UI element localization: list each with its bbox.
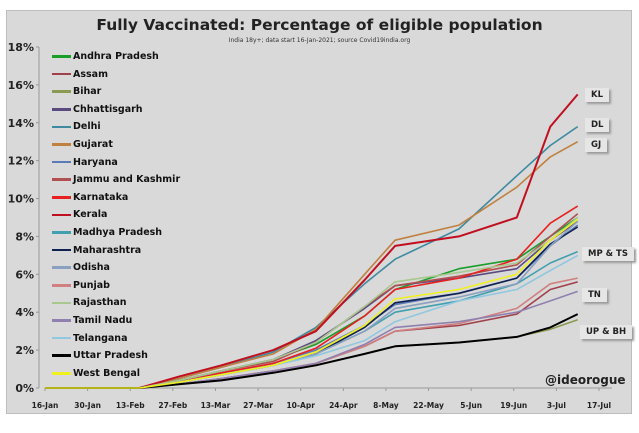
- series-line-west-bengal: [45, 218, 579, 389]
- legend-item: Tamil Nadu: [52, 315, 132, 326]
- legend-item: Madhya Pradesh: [52, 227, 162, 238]
- y-tick-label: 4%: [15, 306, 34, 319]
- legend-swatch: [52, 248, 71, 252]
- legend-swatch: [52, 266, 71, 269]
- x-tick-label: 13-Mar: [201, 401, 231, 410]
- legend-label: Delhi: [73, 121, 101, 133]
- legend-item: Andhra Pradesh: [52, 51, 159, 62]
- x-tick-label: 16-Jan: [32, 401, 59, 410]
- legend-label: Madhya Pradesh: [73, 227, 163, 238]
- annotation-gj: GJ: [585, 138, 608, 152]
- legend-item: Odisha: [52, 262, 110, 273]
- y-tick-label: 10%: [8, 193, 34, 206]
- legend-item: Uttar Pradesh: [52, 350, 148, 361]
- legend-label: Maharashtra: [73, 244, 142, 256]
- x-tick-label: 10-Apr: [286, 401, 315, 410]
- x-tick-label: 3-Jul: [547, 401, 566, 410]
- series-line-kerala: [45, 93, 579, 389]
- annotation-tn: TN: [582, 288, 607, 302]
- annotation-up-bh: UP & BH: [580, 325, 633, 339]
- series-line-delhi: [45, 125, 579, 389]
- x-tick-label: 27-Feb: [158, 401, 187, 410]
- series-line-uttar-pradesh: [45, 313, 579, 389]
- y-tick-label: 2%: [15, 344, 34, 357]
- legend-item: Chhattisgarh: [52, 104, 143, 115]
- y-tick-label: 16%: [8, 79, 34, 92]
- y-tick-label: 0%: [15, 382, 34, 395]
- x-tick-label: 24-Apr: [329, 401, 358, 410]
- legend-swatch: [52, 213, 71, 217]
- legend-swatch: [52, 336, 71, 340]
- legend-item: Bihar: [52, 86, 101, 97]
- legend-label: Uttar Pradesh: [73, 350, 148, 362]
- legend-item: Kerala: [52, 209, 107, 220]
- annotation-dl: DL: [585, 118, 610, 132]
- legend-item: Karnataka: [52, 192, 128, 203]
- legend-item: Haryana: [52, 157, 118, 168]
- y-tick-label: 18%: [8, 41, 34, 54]
- legend-swatch: [52, 354, 71, 357]
- x-tick-label: 27-Mar: [243, 401, 273, 410]
- legend-label: Tamil Nadu: [73, 315, 133, 326]
- legend-item: Gujarat: [52, 139, 113, 150]
- legend-label: Chhattisgarh: [73, 103, 143, 115]
- x-tick-label: 17-Jul: [587, 401, 611, 410]
- y-tick-label: 6%: [15, 268, 34, 281]
- legend-label: Gujarat: [73, 139, 113, 150]
- legend-label: Andhra Pradesh: [73, 51, 159, 62]
- legend-label: Telangana: [73, 332, 128, 344]
- y-tick-label: 12%: [8, 155, 34, 168]
- legend-swatch: [52, 196, 71, 199]
- annotation-mp-ts: MP & TS: [582, 247, 634, 261]
- legend-label: Bihar: [73, 86, 102, 98]
- legend-swatch: [52, 160, 71, 164]
- legend-swatch: [52, 125, 71, 129]
- legend-item: Rajasthan: [52, 297, 127, 308]
- legend-swatch: [52, 284, 71, 287]
- annotation-kl: KL: [585, 88, 610, 102]
- legend-label: Assam: [73, 68, 108, 80]
- y-tick-label: 8%: [15, 230, 34, 243]
- credit: @ideorogue: [545, 373, 626, 387]
- chart-subtitle: India 18y+; data start 16-Jan-2021; sour…: [228, 37, 411, 44]
- legend-label: Kerala: [73, 209, 108, 221]
- legend-label: Punjab: [73, 279, 110, 291]
- legend-item: Punjab: [52, 280, 110, 291]
- legend-swatch: [52, 372, 71, 375]
- series-line-gujarat: [45, 141, 579, 389]
- legend-item: Maharashtra: [52, 245, 141, 256]
- x-tick-label: 19-Jun: [500, 401, 527, 410]
- legend-swatch: [52, 90, 71, 93]
- x-tick-label: 30-Jan: [74, 401, 101, 410]
- legend-item: Delhi: [52, 121, 101, 132]
- x-tick-label: 13-Feb: [116, 401, 145, 410]
- legend-swatch: [52, 178, 71, 181]
- legend-label: Haryana: [73, 156, 118, 168]
- legend-swatch: [52, 319, 71, 322]
- x-tick-label: 22-May: [413, 401, 444, 410]
- legend-item: Assam: [52, 69, 108, 80]
- legend-label: Rajasthan: [73, 297, 127, 309]
- legend-label: Karnataka: [73, 191, 129, 203]
- legend-item: Telangana: [52, 333, 127, 344]
- series-line-rajasthan: [45, 216, 579, 389]
- legend-label: Jammu and Kashmir: [73, 174, 181, 186]
- legend-swatch: [52, 55, 71, 58]
- legend-swatch: [52, 231, 71, 234]
- legend-swatch: [52, 143, 71, 146]
- legend-item: West Bengal: [52, 368, 140, 379]
- legend-label: Odisha: [73, 262, 110, 274]
- legend-label: West Bengal: [73, 367, 141, 379]
- y-tick-label: 14%: [8, 117, 34, 130]
- legend-swatch: [52, 108, 71, 111]
- x-tick-label: 8-May: [373, 401, 399, 410]
- x-tick-label: 5-Jun: [460, 401, 482, 410]
- chart-title: Fully Vaccinated: Percentage of eligible…: [96, 16, 543, 34]
- legend-swatch: [52, 72, 71, 76]
- legend-item: Jammu and Kashmir: [52, 174, 180, 185]
- legend-swatch: [52, 301, 71, 305]
